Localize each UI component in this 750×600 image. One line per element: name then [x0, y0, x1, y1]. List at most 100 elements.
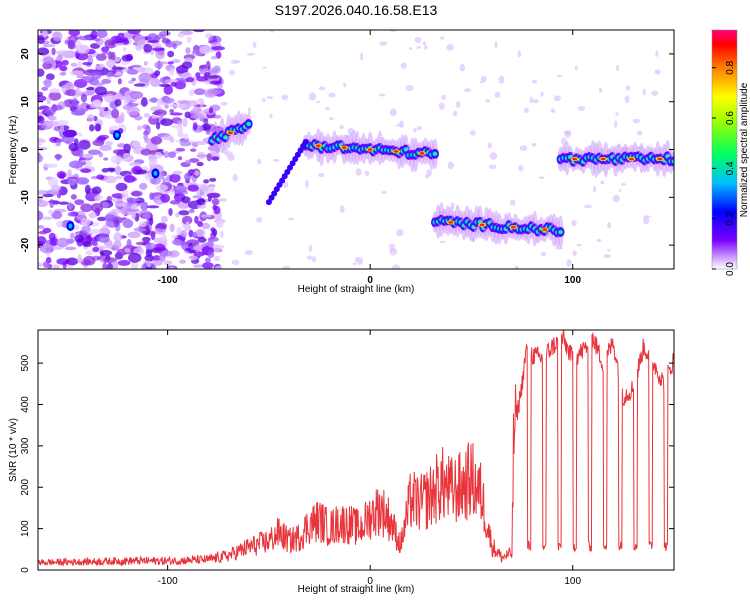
noise-blob	[273, 158, 280, 162]
noise-blob	[318, 173, 325, 178]
noise-blob	[123, 175, 136, 183]
noise-blob	[318, 86, 326, 91]
noise-blob	[77, 254, 82, 264]
noise-blob	[67, 39, 75, 49]
noise-blob	[38, 236, 47, 245]
noise-blob	[343, 82, 347, 88]
noise-blob	[84, 250, 94, 256]
noise-blob	[230, 59, 239, 64]
noise-blob	[96, 106, 106, 110]
noise-blob	[171, 238, 182, 245]
ridge-mark	[281, 173, 288, 180]
noise-blob	[108, 168, 116, 173]
ridge-peak	[628, 157, 634, 161]
noise-blob	[209, 177, 217, 182]
noise-blob	[94, 123, 102, 132]
noise-blob	[56, 220, 63, 228]
noise-blob	[389, 108, 397, 117]
noise-blob	[71, 110, 86, 116]
noise-blob	[135, 45, 143, 51]
noise-blob	[38, 230, 48, 235]
noise-blob	[538, 176, 545, 180]
noise-blob	[164, 104, 169, 109]
noise-blob	[211, 55, 218, 60]
ridge-mark	[294, 151, 301, 158]
noise-blob	[550, 108, 556, 113]
noise-blob	[154, 151, 163, 159]
noise-blob	[417, 126, 422, 131]
noise-blob	[214, 265, 223, 269]
noise-blob	[134, 34, 146, 45]
noise-blob	[532, 79, 538, 84]
noise-blob	[426, 169, 432, 177]
noise-blob	[167, 151, 176, 158]
noise-blob	[136, 125, 143, 131]
noise-blob	[59, 65, 68, 72]
noise-blob	[196, 161, 204, 167]
noise-blob	[38, 106, 45, 111]
noise-blob	[180, 229, 188, 238]
noise-blob	[399, 120, 405, 128]
noise-blob	[155, 49, 165, 60]
noise-blob	[192, 122, 198, 131]
noise-blob	[47, 115, 58, 121]
colorbar-tick-label: 0.6	[725, 111, 736, 125]
noise-blob	[155, 122, 161, 130]
noise-blob	[200, 214, 213, 218]
noise-blob	[81, 225, 91, 234]
noise-blob	[160, 193, 171, 203]
noise-blob	[211, 46, 226, 51]
noise-blob	[540, 252, 547, 257]
noise-blob	[70, 232, 75, 239]
noise-blob	[364, 170, 370, 177]
noise-blob	[206, 153, 213, 162]
noise-blob	[130, 262, 139, 269]
noise-blob	[651, 90, 659, 96]
noise-blob	[194, 170, 200, 176]
noise-blob	[177, 32, 185, 38]
noise-blob	[163, 97, 175, 104]
noise-blob	[519, 145, 528, 151]
noise-blob	[95, 53, 107, 61]
noise-blob	[105, 59, 116, 68]
colorbar-tick-label: 0.4	[725, 161, 736, 175]
noise-blob	[70, 62, 78, 67]
noise-blob	[208, 192, 221, 199]
noise-blob	[201, 222, 211, 230]
noise-blob	[177, 119, 183, 126]
ridge-mark	[271, 190, 278, 197]
noise-blob	[75, 177, 90, 185]
snr-y-ticks: 0 100 200 300 400 500	[20, 354, 674, 573]
x-tick-label: 100	[564, 275, 581, 286]
noise-blob	[52, 31, 63, 42]
noise-blob	[232, 174, 238, 182]
noise-blob	[80, 93, 88, 103]
noise-blob	[193, 88, 206, 96]
y-tick-label: -10	[20, 190, 31, 205]
noise-blob	[111, 260, 119, 269]
noise-blob	[262, 98, 266, 103]
noise-blob	[90, 202, 104, 213]
noise-blob	[56, 237, 70, 248]
noise-blob	[176, 100, 191, 104]
noise-blob	[532, 99, 539, 104]
noise-blob	[447, 161, 454, 170]
noise-blob	[96, 136, 107, 141]
noise-blob	[88, 212, 97, 219]
noise-blob	[494, 41, 498, 49]
noise-blob	[68, 223, 73, 229]
noise-blob	[115, 202, 125, 207]
colorbar: 0.0 0.2 0.4 0.6 0.8 Normalized spectral ampl…	[711, 29, 750, 276]
noise-blob	[211, 156, 220, 161]
noise-blob	[96, 174, 105, 180]
noise-blob	[172, 43, 177, 50]
noise-blob	[306, 255, 313, 260]
noise-blob	[46, 96, 51, 105]
ridge-mark	[289, 160, 296, 167]
noise-blob	[101, 51, 109, 55]
noise-blob	[42, 261, 49, 269]
y-tick-label: -20	[20, 237, 31, 252]
noise-blob	[38, 142, 43, 147]
noise-blob	[105, 241, 114, 249]
noise-blob	[69, 160, 83, 169]
